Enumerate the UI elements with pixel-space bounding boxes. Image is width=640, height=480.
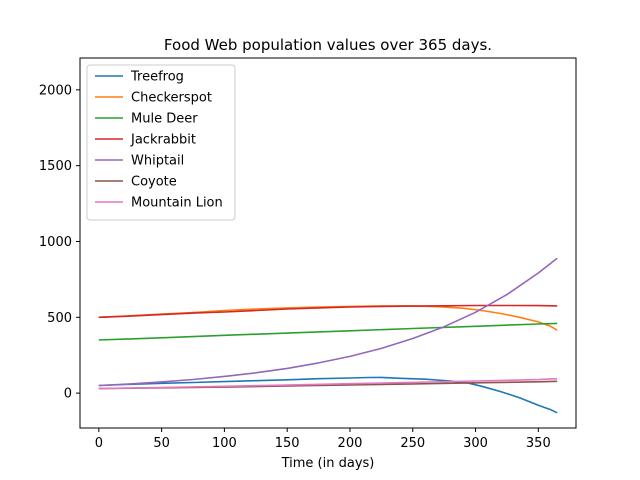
axis-ticks: 0 50 100 150 200 250 300 350 0 500 1000 1500 2000 [39,83,551,451]
y-tick-label: 500 [47,311,72,326]
x-tick-label: 0 [95,436,103,451]
x-tick-label: 150 [275,436,300,451]
x-tick-label: 100 [212,436,237,451]
axes-frame [79,57,577,429]
legend-label-checkerspot: Checkerspot [131,91,212,106]
series-line-jackrabbit [98,304,558,319]
series-line-treefrog [98,376,558,414]
x-tick-label: 200 [338,436,363,451]
legend-label-mule-deer: Mule Deer [131,112,198,127]
y-tick-label: 1000 [39,235,72,250]
legend-label-coyote: Coyote [131,175,177,190]
x-tick-label: 50 [153,436,170,451]
legend-label-jackrabbit: Jackrabbit [130,133,196,148]
legend-label-mountain-lion: Mountain Lion [131,196,223,211]
x-tick-label: 250 [400,436,425,451]
series-line-mule-deer [98,322,558,341]
y-tick-label: 1500 [39,159,72,174]
x-axis-label: Time (in days) [281,456,375,471]
chart-title: Food Web population values over 365 days… [164,36,492,54]
legend: Treefrog Checkerspot Mule Deer Jackrabbit Wh… [86,64,236,221]
x-tick-label: 350 [526,436,551,451]
y-tick-label: 0 [64,387,72,402]
y-tick-label: 2000 [39,83,72,98]
legend-box [86,64,236,221]
legend-label-whiptail: Whiptail [131,154,184,169]
series-line-mountain-lion [98,377,558,390]
series-line-whiptail [98,257,558,387]
plot-area [98,257,558,414]
legend-label-treefrog: Treefrog [130,70,184,85]
x-tick-label: 300 [463,436,488,451]
